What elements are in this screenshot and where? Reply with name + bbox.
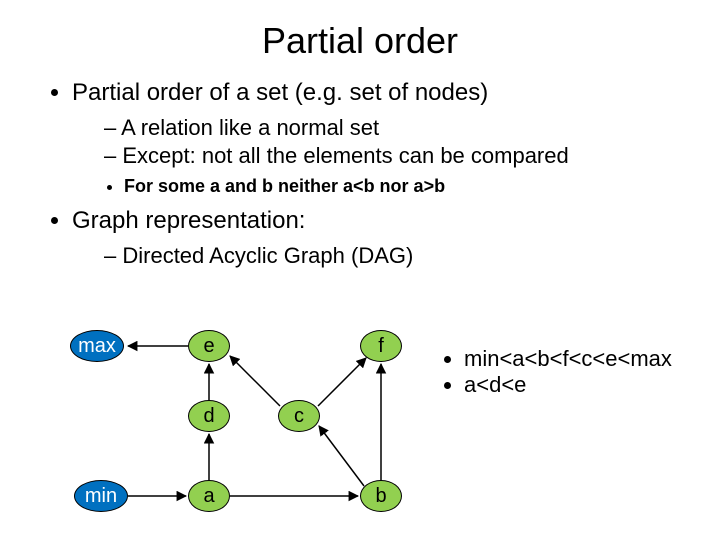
node-b: b: [360, 480, 402, 512]
node-d: d: [188, 400, 230, 432]
node-e: e: [188, 330, 230, 362]
slide-body: Partial order of a set (e.g. set of node…: [0, 78, 720, 269]
node-a: a: [188, 480, 230, 512]
slide: Partial order Partial order of a set (e.…: [0, 0, 720, 540]
node-min: min: [74, 480, 128, 512]
bullet-2: Graph representation: Directed Acyclic G…: [72, 206, 690, 270]
edge-c-e: [230, 356, 280, 406]
relation-chain: min<a<b<f<c<e<max: [464, 346, 702, 372]
bullet-1: Partial order of a set (e.g. set of node…: [72, 78, 690, 198]
slide-title: Partial order: [0, 0, 720, 72]
relation-ade: a<d<e: [464, 372, 702, 398]
node-max: max: [70, 330, 124, 362]
bullet-1b1: For some a and b neither a<b nor a>b: [124, 175, 690, 198]
node-f: f: [360, 330, 402, 362]
edge-b-c: [319, 426, 364, 486]
bullet-1b: Except: not all the elements can be comp…: [104, 142, 690, 170]
bullet-2a: Directed Acyclic Graph (DAG): [104, 242, 690, 270]
dag-graph: max min e d a c f b: [70, 322, 430, 532]
node-c: c: [278, 400, 320, 432]
bullet-1-text: Partial order of a set (e.g. set of node…: [72, 79, 488, 106]
edge-c-f: [318, 358, 366, 406]
bullet-2-text: Graph representation:: [72, 207, 305, 234]
lower-region: max min e d a c f b min<a<b<f<c<e<max a<d<e: [0, 322, 720, 540]
bullet-1a: A relation like a normal set: [104, 114, 690, 142]
relations-list: min<a<b<f<c<e<max a<d<e: [442, 346, 702, 398]
